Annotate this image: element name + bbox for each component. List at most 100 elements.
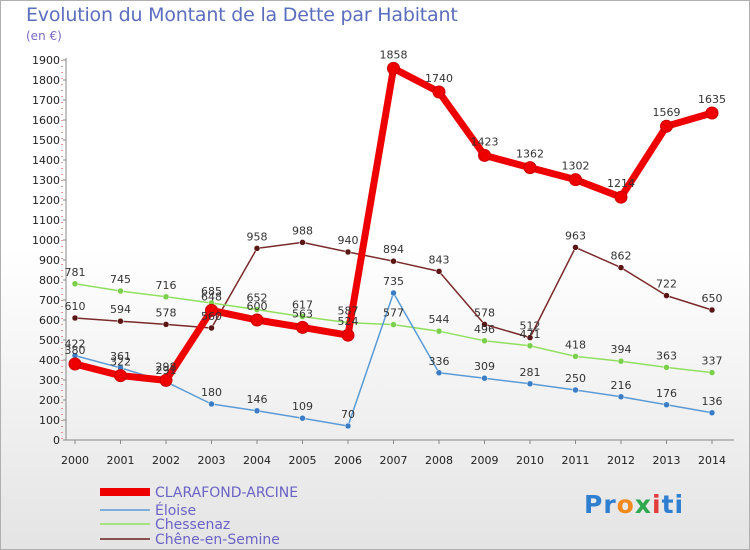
series-line (74, 283, 713, 374)
data-point (390, 321, 397, 328)
data-label: 1302 (562, 160, 590, 173)
data-label: 722 (656, 278, 677, 291)
data-label: 380 (65, 344, 86, 357)
data-label: 337 (702, 355, 723, 368)
data-label: 216 (611, 379, 632, 392)
data-point (344, 422, 352, 430)
data-label: 422 (65, 338, 86, 351)
data-point (117, 287, 124, 295)
data-point (114, 369, 127, 383)
x-tick-label: 2010 (516, 454, 544, 467)
data-label: 1214 (607, 177, 635, 190)
data-point (296, 320, 309, 334)
series-0 (68, 61, 719, 387)
data-label: 577 (383, 307, 404, 320)
y-tick-label: 100 (39, 414, 60, 427)
x-tick-label: 2013 (653, 454, 681, 467)
data-point (71, 280, 79, 288)
proxiti-logo: Proxiti (584, 490, 685, 519)
data-label: 988 (292, 224, 313, 237)
data-point (617, 264, 625, 271)
y-tick-label: 900 (39, 254, 60, 267)
legend-label: CLARAFOND-ARCINE (155, 485, 298, 501)
data-label: 418 (565, 338, 586, 351)
data-point (526, 380, 534, 388)
x-tick-label: 2014 (698, 454, 726, 467)
legend-item: Chêne-en-Semine (100, 532, 280, 548)
x-tick-label: 2004 (243, 454, 271, 467)
y-tick-label: 1700 (32, 94, 60, 107)
data-label: 894 (383, 243, 404, 256)
data-label: 281 (520, 366, 541, 379)
x-tick-label: 2006 (334, 454, 362, 467)
data-label: 560 (201, 310, 222, 323)
data-point (435, 369, 443, 377)
y-tick-label: 500 (39, 334, 60, 347)
x-tick-label: 2007 (380, 454, 408, 467)
data-point (299, 239, 306, 246)
data-point (390, 289, 397, 297)
data-label: 600 (247, 300, 268, 313)
data-point (68, 357, 82, 371)
data-label: 1569 (653, 106, 681, 119)
data-label: 650 (702, 292, 723, 305)
data-label: 617 (292, 299, 313, 312)
data-label: 291 (156, 364, 177, 377)
data-label: 1423 (471, 135, 499, 148)
data-point (208, 400, 215, 408)
data-point (71, 314, 79, 322)
data-label: 146 (247, 393, 268, 406)
y-tick-label: 1500 (32, 134, 60, 147)
x-tick-label: 2009 (471, 454, 499, 467)
data-label: 336 (429, 355, 450, 368)
data-point (253, 245, 261, 252)
data-point (435, 327, 443, 335)
legend-item: CLARAFOND-ARCINE (100, 485, 298, 501)
data-label: 587 (338, 305, 359, 318)
data-point (526, 342, 534, 350)
x-tick-label: 2001 (107, 454, 135, 467)
y-tick-label: 1900 (32, 54, 60, 67)
chart-subtitle: (en €) (26, 29, 62, 43)
data-label: 136 (702, 395, 723, 408)
data-label: 70 (341, 408, 355, 421)
legend-item: Éloise (100, 502, 196, 519)
legend-label: Éloise (155, 502, 196, 519)
data-label: 648 (201, 290, 222, 303)
series-2 (71, 280, 716, 376)
data-point (705, 106, 719, 120)
data-label: 394 (611, 343, 632, 356)
data-point (341, 328, 355, 342)
data-point (481, 321, 488, 328)
data-point (299, 313, 306, 320)
data-label: 361 (110, 350, 131, 363)
x-tick-label: 2005 (289, 454, 317, 467)
data-point (708, 369, 716, 376)
data-point (663, 364, 670, 371)
series-line (74, 64, 713, 384)
data-label: 544 (429, 313, 450, 326)
data-label: 963 (565, 229, 586, 242)
y-tick-label: 1800 (32, 74, 60, 87)
data-point (481, 337, 488, 345)
data-label: 735 (383, 275, 404, 288)
data-point (253, 306, 261, 313)
data-point (708, 409, 716, 417)
data-point (663, 401, 670, 409)
data-label: 1362 (516, 148, 544, 161)
y-tick-label: 1100 (32, 214, 60, 227)
data-label: 176 (656, 387, 677, 400)
data-label: 496 (474, 323, 495, 336)
data-point (526, 334, 534, 341)
data-label: 716 (156, 279, 177, 292)
y-tick-label: 0 (53, 434, 60, 447)
data-point (523, 161, 537, 175)
y-tick-label: 800 (39, 274, 60, 287)
x-tick-label: 2000 (61, 454, 89, 467)
data-point (708, 306, 716, 314)
data-point (162, 321, 170, 328)
data-label: 524 (338, 315, 359, 328)
data-point (117, 317, 124, 325)
data-label: 109 (292, 400, 313, 413)
